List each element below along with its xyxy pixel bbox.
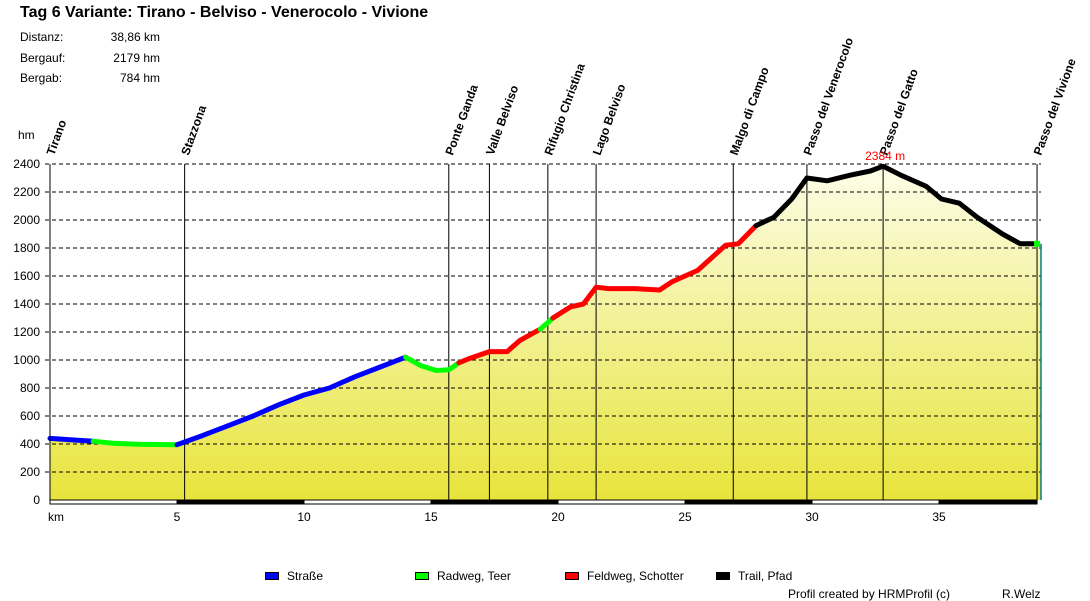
y-tick-label: 2200 — [13, 185, 40, 199]
grid-lines — [45, 163, 1041, 473]
profile-segment — [47, 435, 96, 444]
x-scale-bar-segment — [684, 499, 813, 505]
x-scale-bar-segment — [49, 499, 178, 505]
x-scale-bar-segment — [557, 499, 686, 505]
x-tick-label: 30 — [805, 510, 819, 524]
profile-lines — [47, 163, 1041, 448]
x-tick-label: 15 — [424, 510, 438, 524]
axes: 0 200 400 600 800 1000 1200 1400 1600 1800 2000 220… — [13, 128, 1038, 524]
waypoint-label: Rifugio Christina — [542, 61, 588, 157]
stat-label: Bergab: — [20, 71, 63, 85]
waypoint-label: Valle Belviso — [483, 83, 521, 157]
legend-label: Trail, Pfad — [738, 569, 793, 583]
legend-swatch-red — [565, 572, 579, 580]
credit-text: Profil created by HRMProfil (c) — [788, 587, 951, 601]
waypoint-label: Tirano — [44, 118, 70, 157]
legend-item-radweg: Radweg, Teer — [415, 569, 511, 583]
profile-segment — [90, 438, 180, 448]
x-tick-label: 20 — [551, 510, 565, 524]
y-tick-label: 2000 — [13, 213, 40, 227]
waypoint-label: Stazzona — [178, 103, 209, 157]
y-axis-label: hm — [18, 128, 35, 142]
legend-swatch-black — [716, 572, 730, 580]
stat-ascent: Bergauf: 2179 hm — [20, 51, 160, 66]
y-tick-label: 1200 — [13, 325, 40, 339]
legend-item-trail: Trail, Pfad — [716, 569, 792, 583]
x-tick-label: 5 — [174, 510, 181, 524]
end-point-marker — [1034, 240, 1041, 247]
waypoint-label: Lago Belviso — [590, 82, 629, 157]
x-scale-bar-segment — [938, 499, 1038, 505]
stat-descent: Bergab: 784 hm — [20, 71, 160, 86]
legend-label: Radweg, Teer — [437, 569, 511, 583]
waypoint-label: Malgo di Campo — [727, 65, 772, 157]
y-tick-label: 2400 — [13, 157, 40, 171]
chart-title: Tag 6 Variante: Tirano - Belviso - Vener… — [20, 4, 429, 21]
x-tick-label: 10 — [297, 510, 311, 524]
profile-segment — [456, 326, 543, 366]
x-scale-bar-segment — [176, 499, 305, 505]
stat-value: 38,86 km — [110, 30, 160, 44]
stat-value: 784 hm — [119, 71, 160, 85]
y-tick-label: 1400 — [13, 297, 40, 311]
x-tick-label: 25 — [678, 510, 692, 524]
y-tick-label: 1000 — [13, 353, 40, 367]
elevation-fill — [50, 166, 1041, 500]
x-scale-bar-segment — [811, 499, 940, 505]
waypoint-label: Ponte Ganda — [442, 82, 481, 157]
legend-label: Straße — [287, 569, 324, 583]
legend-swatch-green — [415, 572, 429, 580]
y-tick-label: 0 — [33, 493, 40, 507]
y-tick-label: 400 — [20, 437, 40, 451]
x-scale-bar-segment — [430, 499, 559, 505]
y-tick-label: 200 — [20, 465, 40, 479]
legend-swatch-blue — [265, 572, 279, 580]
profile-segment — [753, 163, 1036, 247]
legend-label: Feldweg, Schotter — [587, 569, 684, 583]
legend-item-strasse: Straße — [265, 569, 323, 583]
waypoint-label: Passo del Gatto — [877, 67, 921, 157]
y-tick-label: 800 — [20, 381, 40, 395]
author-text: R.Welz — [1002, 587, 1041, 601]
waypoint-label: Passo del Vivione — [1031, 56, 1079, 157]
legend-item-feldweg: Feldweg, Schotter — [565, 569, 684, 583]
x-scale-bar-segment — [303, 499, 432, 505]
profile-segment — [550, 223, 759, 321]
stat-value: 2179 hm — [113, 51, 160, 65]
profile-segment — [537, 315, 556, 332]
x-tick-label: 35 — [932, 510, 946, 524]
profile-segment — [403, 354, 462, 373]
waypoint-label: Passo del Venerocolo — [801, 36, 857, 157]
stat-distance: Distanz: 38,86 km — [20, 30, 160, 45]
elevation-area — [50, 166, 1041, 500]
stat-label: Bergauf: — [20, 51, 66, 65]
y-tick-label: 600 — [20, 409, 40, 423]
max-elevation-label: 2384 m — [865, 149, 905, 163]
x-axis-label: km — [48, 510, 64, 524]
stat-label: Distanz: — [20, 30, 64, 44]
profile-segment — [174, 354, 409, 448]
y-tick-label: 1600 — [13, 269, 40, 283]
y-tick-label: 1800 — [13, 241, 40, 255]
